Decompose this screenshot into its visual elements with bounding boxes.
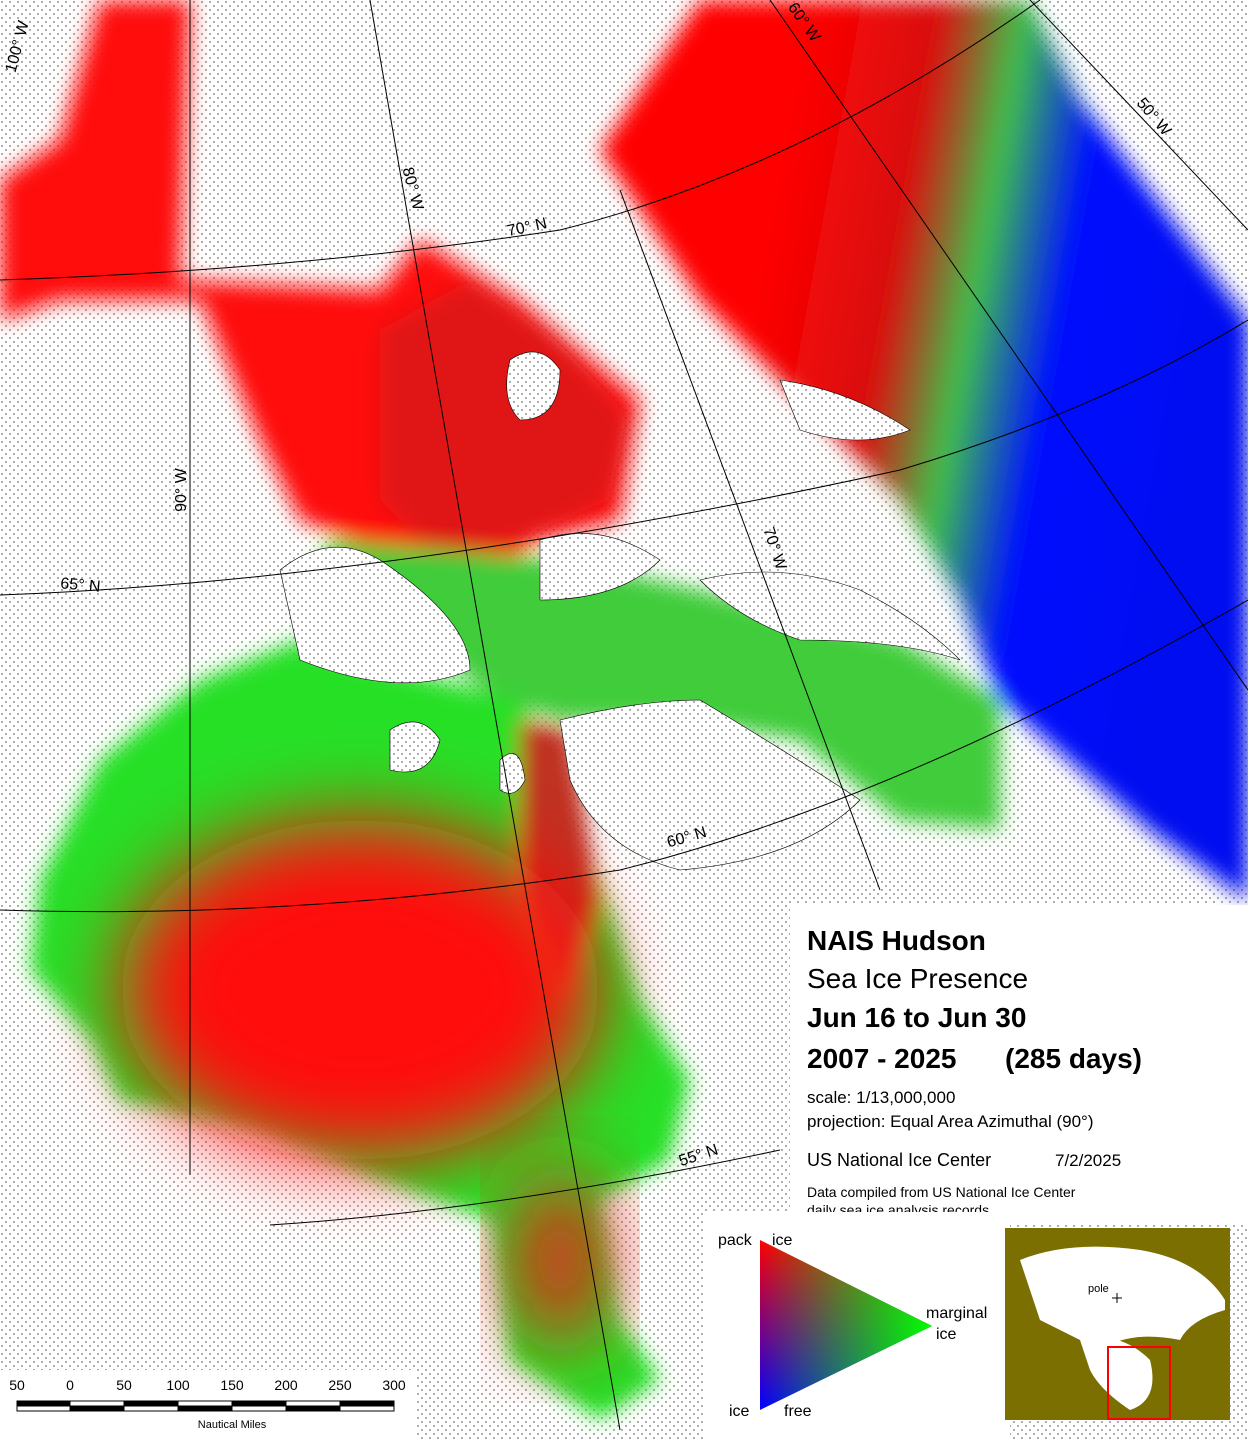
days: (285 days) — [1005, 1043, 1142, 1074]
inset-ocean — [1020, 1246, 1225, 1350]
scale-segment — [285, 1400, 341, 1407]
scale: scale: 1/13,000,000 — [807, 1088, 955, 1107]
period: Jun 16 to Jun 30 — [807, 1002, 1026, 1033]
scale-label: 300 — [382, 1377, 406, 1393]
title-panel — [790, 905, 1248, 1225]
scale-segment — [177, 1405, 233, 1412]
pole-marker — [1112, 1293, 1122, 1303]
scale-segment — [285, 1405, 341, 1412]
scale-segment — [123, 1400, 179, 1407]
scale-label: 250 — [328, 1377, 352, 1393]
scale-segment — [231, 1405, 287, 1412]
years: 2007 - 2025 — [807, 1043, 956, 1074]
graticule-label: 90° W — [173, 467, 190, 512]
agency: US National Ice Center — [807, 1150, 991, 1170]
scale-segment — [16, 1405, 71, 1412]
pack-ice-core — [120, 820, 600, 1160]
note-line: Data compiled from US National Ice Cente… — [807, 1184, 1076, 1200]
scale-label: 150 — [220, 1377, 244, 1393]
inset-extent — [1107, 1346, 1171, 1420]
scale-segment — [339, 1405, 395, 1412]
scale-segment — [123, 1405, 179, 1412]
inset-label: pole — [1088, 1283, 1109, 1295]
scale-label: 200 — [274, 1377, 298, 1393]
legend-label: ice — [936, 1326, 957, 1343]
date: 7/2/2025 — [1055, 1151, 1121, 1170]
scale-label: 50 — [116, 1377, 132, 1393]
subtitle: Sea Ice Presence — [807, 963, 1028, 994]
scale-segment — [339, 1400, 395, 1407]
scale-segment — [177, 1400, 233, 1407]
scale-label: 0 — [66, 1377, 74, 1393]
scale-label: 100 — [166, 1377, 190, 1393]
legend-label: ice — [772, 1232, 793, 1249]
legend-label: ice — [729, 1403, 750, 1420]
scale-segment — [16, 1400, 71, 1407]
inset-ocean — [1080, 1337, 1153, 1410]
scale-label: 50 — [9, 1377, 25, 1393]
scale-segment — [69, 1400, 125, 1407]
scale-segment — [69, 1405, 125, 1412]
legend-triangle-overlay — [760, 1240, 932, 1410]
graticule-label: 65° N — [60, 575, 102, 595]
pack-ice-core — [510, 1170, 610, 1350]
scale-unit: Nautical Miles — [198, 1419, 267, 1431]
projection: projection: Equal Area Azimuthal (90°) — [807, 1112, 1094, 1131]
islands — [279, 351, 961, 871]
scale-segment — [231, 1400, 287, 1407]
title: NAIS Hudson — [807, 925, 986, 956]
legend-label: free — [784, 1403, 812, 1420]
legend-label: marginal — [926, 1305, 987, 1322]
legend-label: pack — [718, 1232, 753, 1249]
